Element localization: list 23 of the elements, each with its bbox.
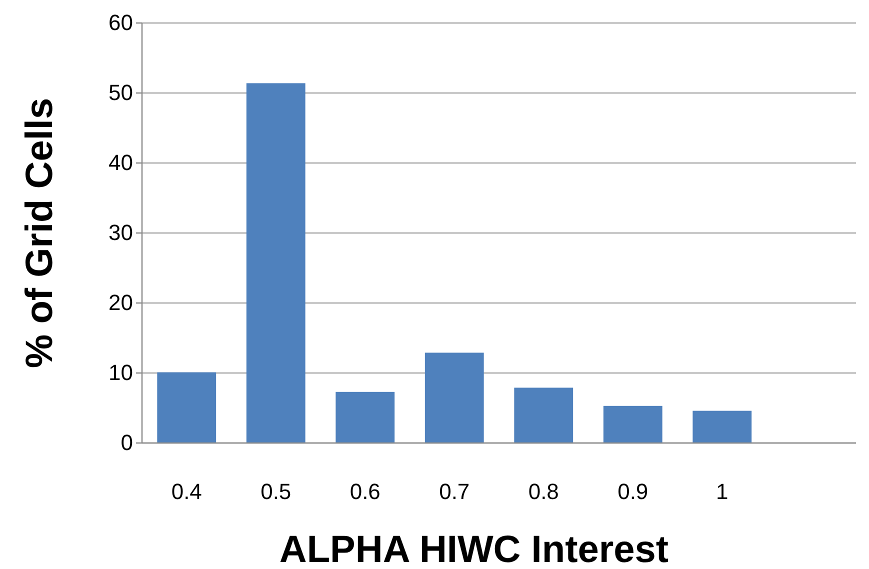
y-tick-label: 60 <box>108 10 133 36</box>
y-axis-title: % of Grid Cells <box>19 98 61 368</box>
x-tick-label: 0.5 <box>260 479 292 504</box>
x-tick-label: 1 <box>716 479 728 504</box>
bar <box>514 388 574 443</box>
y-tick-label: 50 <box>108 80 133 106</box>
x-tick-label: 0.8 <box>528 479 559 504</box>
y-tick-label: 40 <box>108 150 133 176</box>
y-tick-label: 0 <box>120 430 133 456</box>
y-tick-label: 20 <box>108 290 133 316</box>
bar <box>336 392 395 443</box>
x-tick-label: 0.6 <box>350 479 380 504</box>
y-tick-label: 30 <box>108 220 133 246</box>
bar <box>692 410 752 443</box>
x-axis-title: ALPHA HIWC Interest <box>279 529 669 569</box>
x-tick-label: 0.7 <box>439 479 470 504</box>
x-tick-label: 0.9 <box>618 479 648 504</box>
bar <box>603 406 662 443</box>
bar <box>157 372 216 443</box>
x-tick-label: 0.4 <box>171 479 202 504</box>
bar <box>246 83 306 443</box>
bar <box>424 352 484 443</box>
y-tick-label: 10 <box>108 360 133 386</box>
